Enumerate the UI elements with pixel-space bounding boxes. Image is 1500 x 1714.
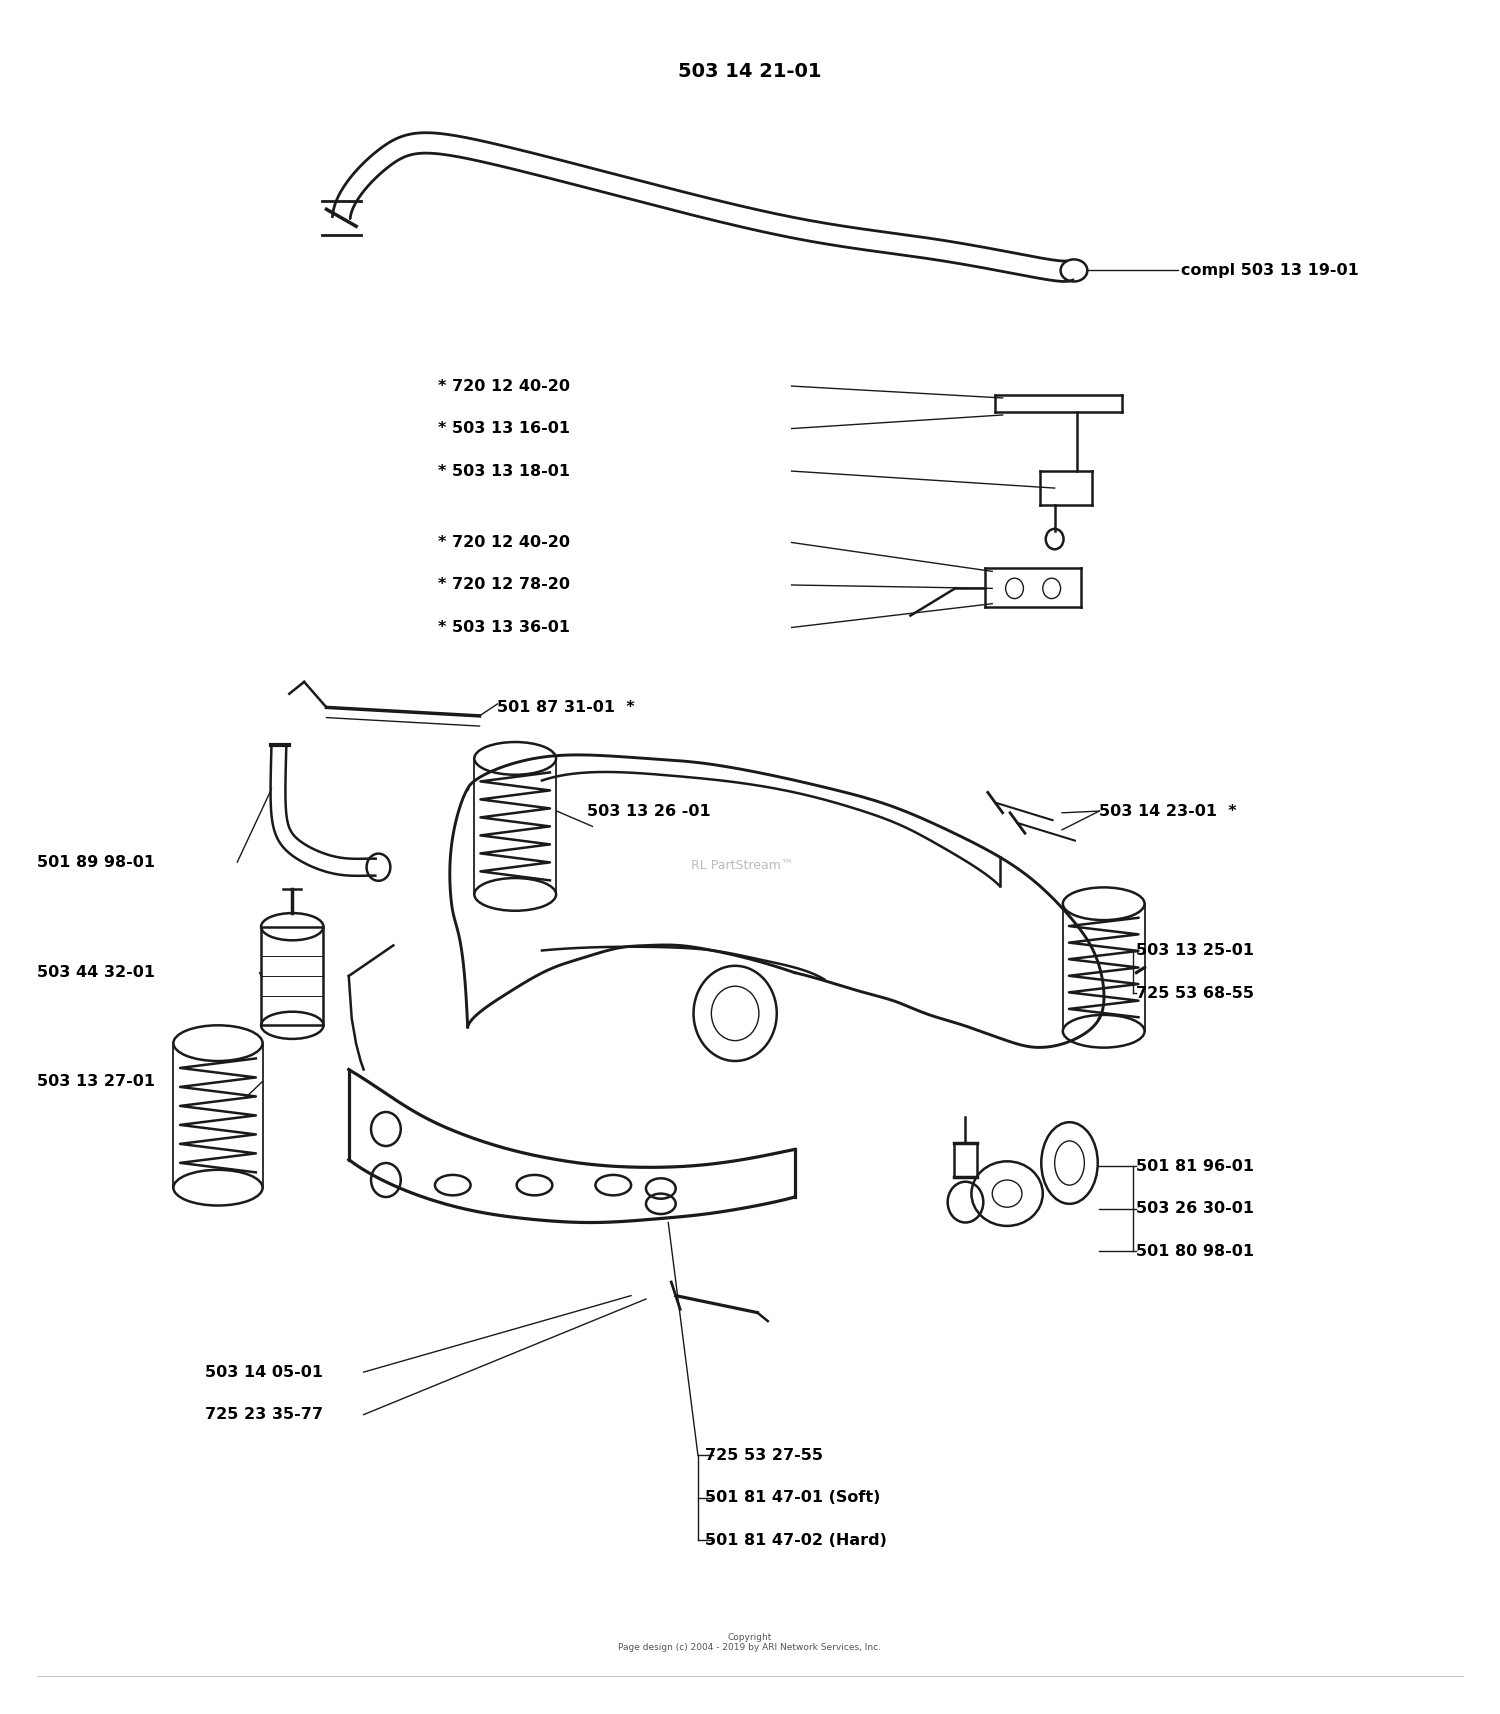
Text: 503 26 30-01: 503 26 30-01 [1137, 1202, 1254, 1217]
Text: 503 13 26 -01: 503 13 26 -01 [586, 804, 710, 819]
Text: 725 53 68-55: 725 53 68-55 [1137, 986, 1254, 1001]
Text: compl 503 13 19-01: compl 503 13 19-01 [1180, 262, 1359, 278]
Text: 503 14 21-01: 503 14 21-01 [678, 62, 822, 81]
Text: * 503 13 36-01: * 503 13 36-01 [438, 620, 570, 634]
Text: 725 23 35-77: 725 23 35-77 [204, 1407, 322, 1423]
Text: 503 13 27-01: 503 13 27-01 [36, 1075, 154, 1088]
Text: 503 13 25-01: 503 13 25-01 [1137, 943, 1254, 958]
Text: 503 44 32-01: 503 44 32-01 [36, 965, 154, 980]
Text: * 720 12 40-20: * 720 12 40-20 [438, 379, 570, 394]
Text: * 503 13 16-01: * 503 13 16-01 [438, 422, 570, 435]
Text: Copyright
Page design (c) 2004 - 2019 by ARI Network Services, Inc.: Copyright Page design (c) 2004 - 2019 by… [618, 1633, 882, 1652]
Text: * 720 12 78-20: * 720 12 78-20 [438, 578, 570, 593]
Text: 501 89 98-01: 501 89 98-01 [36, 855, 154, 869]
Text: 503 14 23-01  *: 503 14 23-01 * [1100, 804, 1238, 819]
Text: RL PartStream™: RL PartStream™ [690, 859, 794, 872]
Text: 501 81 47-01 (Soft): 501 81 47-01 (Soft) [705, 1491, 880, 1505]
Text: 501 81 47-02 (Hard): 501 81 47-02 (Hard) [705, 1532, 888, 1548]
Text: 503 14 05-01: 503 14 05-01 [204, 1364, 322, 1380]
Text: 501 81 96-01: 501 81 96-01 [1137, 1159, 1254, 1174]
Text: * 503 13 18-01: * 503 13 18-01 [438, 463, 570, 478]
Text: * 720 12 40-20: * 720 12 40-20 [438, 535, 570, 550]
Text: 501 87 31-01  *: 501 87 31-01 * [498, 699, 634, 715]
Circle shape [366, 854, 390, 881]
Text: 725 53 27-55: 725 53 27-55 [705, 1448, 824, 1464]
Text: 501 80 98-01: 501 80 98-01 [1137, 1244, 1254, 1258]
